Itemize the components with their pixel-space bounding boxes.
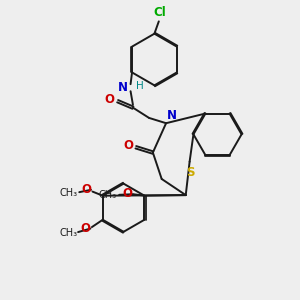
Text: S: S xyxy=(186,166,194,179)
Text: CH₃: CH₃ xyxy=(59,228,77,238)
Text: O: O xyxy=(104,93,114,106)
Text: CH₃: CH₃ xyxy=(98,190,116,200)
Text: O: O xyxy=(80,222,90,235)
Text: N: N xyxy=(167,109,177,122)
Text: O: O xyxy=(81,183,91,196)
Text: N: N xyxy=(118,81,128,94)
Text: CH₃: CH₃ xyxy=(60,188,78,198)
Text: O: O xyxy=(123,139,133,152)
Text: H: H xyxy=(136,81,144,91)
Text: Cl: Cl xyxy=(153,6,166,19)
Text: O: O xyxy=(123,187,133,200)
